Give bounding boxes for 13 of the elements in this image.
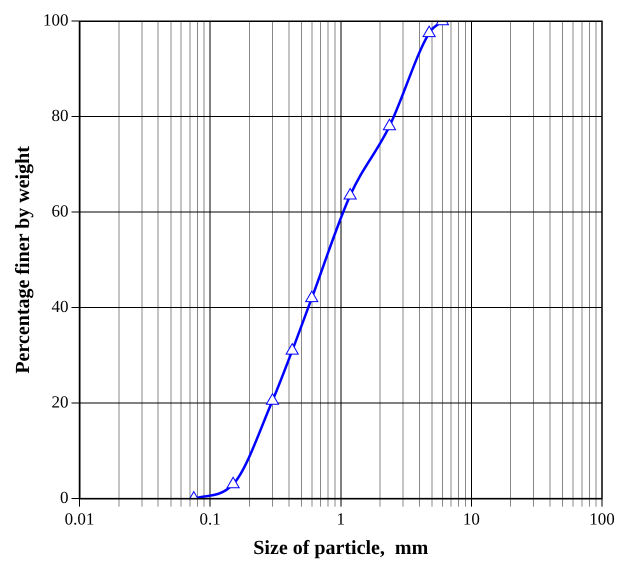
y-tick-label: 100 (43, 10, 68, 30)
x-tick-label: 100 (589, 509, 615, 528)
y-axis-title: Percentage finer by weight (12, 146, 34, 374)
y-tick-label: 20 (52, 392, 68, 412)
y-tick-label: 60 (52, 202, 68, 221)
y-tick-label: 40 (52, 297, 68, 316)
x-tick-label: 0.01 (64, 509, 94, 528)
y-tick-label: 0 (60, 488, 68, 508)
x-tick-label: 1 (336, 509, 345, 528)
x-tick-label: 0.1 (200, 509, 221, 528)
x-tick-label: 10 (462, 509, 480, 528)
y-tick-label: 80 (52, 106, 68, 126)
x-axis-title: Size of particle, mm (253, 537, 429, 560)
